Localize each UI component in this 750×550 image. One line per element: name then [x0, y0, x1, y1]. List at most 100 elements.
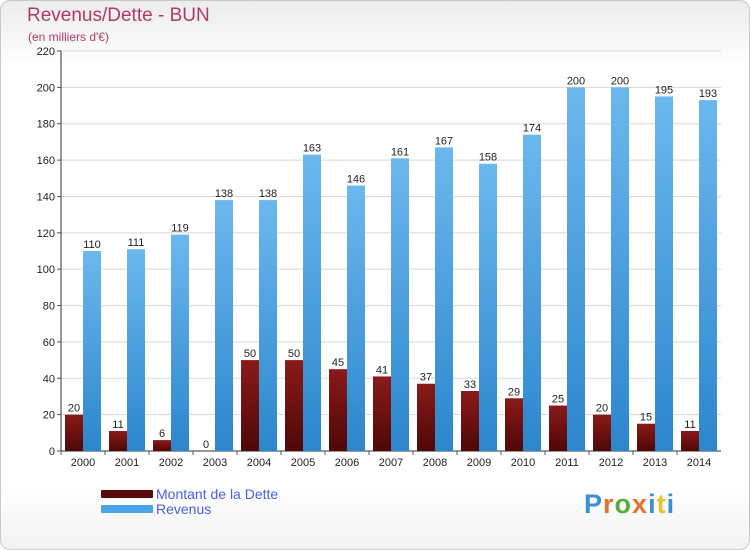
- x-tick-label: 2011: [555, 457, 579, 469]
- data-label-revenue: 195: [655, 84, 673, 96]
- bar-revenue: [215, 200, 233, 451]
- data-label-debt: 29: [508, 386, 520, 398]
- y-tick-label: 60: [43, 337, 55, 349]
- data-label-revenue: 174: [523, 123, 541, 135]
- x-tick-label: 2003: [203, 457, 227, 469]
- data-label-revenue: 163: [303, 143, 321, 155]
- bar-debt: [65, 414, 83, 451]
- x-tick-label: 2014: [687, 457, 711, 469]
- logo-letter: t: [656, 489, 667, 519]
- data-label-revenue: 110: [83, 239, 101, 251]
- data-label-debt: 41: [376, 364, 388, 376]
- data-label-revenue: 119: [171, 223, 189, 235]
- y-tick-label: 80: [43, 301, 55, 313]
- bar-debt: [637, 423, 655, 451]
- x-tick-label: 2008: [423, 457, 447, 469]
- data-label-revenue: 167: [435, 135, 453, 147]
- x-tick-label: 2012: [599, 457, 623, 469]
- chart-subtitle: (en milliers d'€): [28, 30, 109, 44]
- x-tick-label: 2000: [71, 457, 95, 469]
- data-label-debt: 50: [244, 348, 256, 360]
- bar-revenue: [699, 100, 717, 451]
- data-label-revenue: 138: [215, 188, 233, 200]
- data-label-revenue: 158: [479, 152, 497, 164]
- y-tick-label: 0: [49, 446, 55, 458]
- data-label-debt: 50: [288, 348, 300, 360]
- logo-letter: i: [648, 489, 657, 519]
- x-tick-label: 2007: [379, 457, 403, 469]
- data-label-debt: 33: [464, 379, 476, 391]
- bar-debt: [417, 383, 435, 451]
- data-label-debt: 37: [420, 372, 432, 384]
- data-label-revenue: 138: [259, 188, 277, 200]
- legend-label-debt: Montant de la Dette: [156, 486, 279, 502]
- legend-label-revenue: Revenus: [156, 501, 212, 517]
- logo-letter: o: [614, 489, 633, 519]
- bar-revenue: [655, 96, 673, 452]
- data-label-revenue: 193: [699, 88, 717, 100]
- bar-debt: [681, 431, 699, 451]
- bar-revenue: [171, 234, 189, 451]
- x-tick-label: 2002: [159, 457, 183, 469]
- y-tick-label: 20: [43, 410, 55, 422]
- bar-revenue: [479, 163, 497, 451]
- x-tick-label: 2001: [115, 457, 139, 469]
- data-label-revenue: 146: [347, 174, 365, 186]
- bar-revenue: [127, 249, 145, 451]
- bar-debt: [505, 398, 523, 451]
- y-tick-label: 120: [37, 228, 55, 240]
- y-tick-label: 140: [37, 191, 55, 203]
- data-label-debt: 45: [332, 357, 344, 369]
- bar-debt: [549, 405, 567, 451]
- bar-revenue: [523, 134, 541, 452]
- bar-revenue: [611, 87, 629, 451]
- data-label-debt: 0: [203, 439, 209, 451]
- bar-debt: [593, 414, 611, 451]
- y-tick-label: 160: [37, 155, 55, 167]
- data-label-debt: 15: [640, 412, 652, 424]
- logo-letter: r: [603, 489, 615, 519]
- data-label-debt: 25: [552, 394, 564, 406]
- legend-item-debt: Montant de la Dette: [101, 486, 361, 502]
- data-label-debt: 20: [68, 403, 80, 415]
- data-label-revenue: 200: [567, 75, 585, 87]
- bar-revenue: [83, 251, 101, 451]
- x-tick-label: 2005: [291, 457, 315, 469]
- y-tick-label: 220: [37, 46, 55, 58]
- x-tick-label: 2006: [335, 457, 359, 469]
- legend-item-revenue: Revenus: [101, 501, 361, 517]
- legend-swatch-revenue: [101, 505, 153, 513]
- bar-debt: [461, 391, 479, 451]
- x-tick-label: 2013: [643, 457, 667, 469]
- bar-debt: [153, 440, 171, 451]
- data-label-revenue: 111: [128, 237, 145, 249]
- data-label-revenue: 200: [611, 75, 629, 87]
- y-tick-label: 200: [37, 82, 55, 94]
- bar-revenue: [391, 158, 409, 452]
- logo-letter: i: [666, 489, 676, 519]
- x-tick-label: 2010: [511, 457, 535, 469]
- bar-revenue: [303, 154, 321, 452]
- bar-revenue: [435, 147, 453, 451]
- proxiti-logo: Proxiti: [584, 489, 675, 520]
- bar-revenue: [347, 185, 365, 451]
- x-tick-label: 2009: [467, 457, 491, 469]
- bar-debt: [285, 360, 303, 451]
- bar-revenue: [259, 200, 277, 451]
- bar-debt: [241, 360, 259, 451]
- chart-title: Revenus/Dette - BUN: [27, 5, 210, 26]
- bar-debt: [373, 376, 391, 451]
- data-label-debt: 20: [596, 403, 608, 415]
- data-label-debt: 11: [684, 419, 695, 431]
- bar-debt: [109, 431, 127, 451]
- data-label-debt: 6: [159, 428, 165, 440]
- y-tick-label: 180: [37, 119, 55, 131]
- logo-letter: P: [584, 489, 604, 519]
- bar-debt: [329, 369, 347, 451]
- bar-revenue: [567, 87, 585, 451]
- x-tick-label: 2004: [247, 457, 271, 469]
- y-tick-label: 40: [43, 373, 55, 385]
- data-label-revenue: 161: [391, 146, 409, 158]
